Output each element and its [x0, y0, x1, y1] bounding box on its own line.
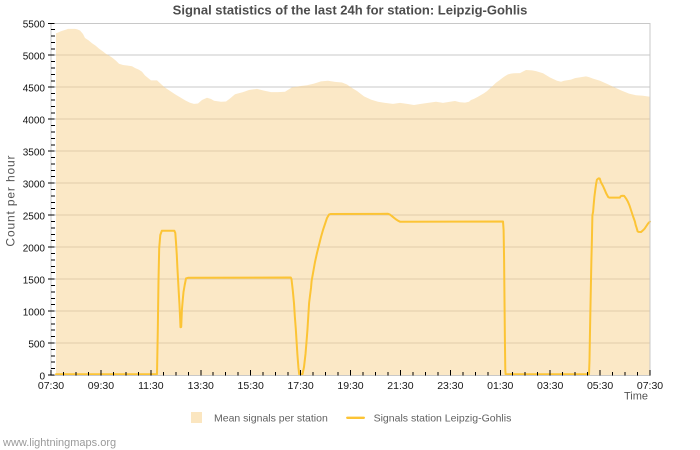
svg-text:Count per hour: Count per hour	[4, 155, 18, 247]
svg-text:1500: 1500	[23, 275, 46, 286]
svg-text:0: 0	[39, 371, 45, 382]
svg-text:07:30: 07:30	[637, 380, 663, 392]
svg-text:5000: 5000	[23, 52, 46, 63]
svg-text:07:30: 07:30	[38, 380, 64, 392]
svg-text:23:30: 23:30	[437, 380, 463, 392]
svg-text:2500: 2500	[23, 211, 46, 222]
svg-text:500: 500	[28, 339, 45, 350]
svg-text:05:30: 05:30	[587, 380, 613, 392]
svg-text:Signal statistics of the last: Signal statistics of the last 24h for st…	[173, 2, 528, 17]
svg-text:2000: 2000	[23, 243, 46, 254]
svg-text:3000: 3000	[23, 179, 46, 190]
svg-text:4000: 4000	[23, 115, 46, 126]
svg-text:13:30: 13:30	[188, 380, 214, 392]
svg-text:15:30: 15:30	[238, 380, 264, 392]
svg-text:5500: 5500	[23, 20, 46, 31]
svg-text:Mean signals per station: Mean signals per station	[214, 412, 328, 424]
svg-text:09:30: 09:30	[88, 380, 114, 392]
svg-text:Signals station Leipzig-Gohlis: Signals station Leipzig-Gohlis	[374, 412, 512, 424]
svg-text:1000: 1000	[23, 307, 46, 318]
svg-text:17:30: 17:30	[287, 380, 313, 392]
svg-text:4500: 4500	[23, 84, 46, 95]
svg-text:01:30: 01:30	[487, 380, 513, 392]
svg-text:21:30: 21:30	[387, 380, 413, 392]
svg-text:3500: 3500	[23, 147, 46, 158]
svg-text:Time: Time	[624, 390, 648, 402]
svg-text:11:30: 11:30	[138, 380, 164, 392]
svg-text:03:30: 03:30	[537, 380, 563, 392]
svg-text:19:30: 19:30	[337, 380, 363, 392]
svg-text:www.lightningmaps.org: www.lightningmaps.org	[2, 437, 116, 449]
